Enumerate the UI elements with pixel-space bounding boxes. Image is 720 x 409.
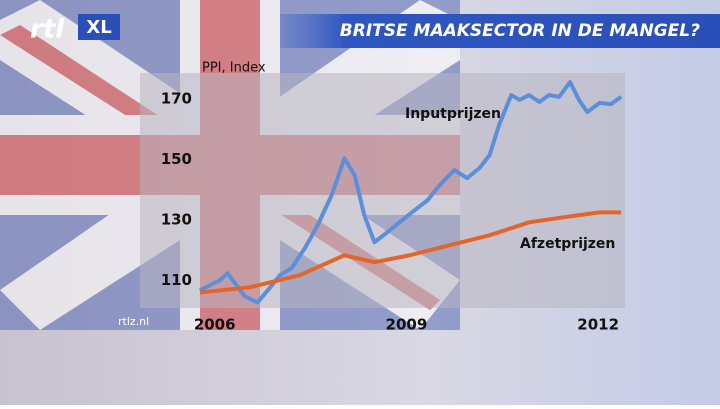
title-bar [280,14,720,48]
y-tick-label: 110 [161,271,192,289]
x-tick-label: 2012 [577,316,619,334]
logo-badge: XL [86,17,111,38]
y-tick-label: 170 [161,89,192,107]
series-line [199,80,623,305]
y-axis-label: PPI, Index [202,61,266,76]
x-tick-label: 2006 [194,316,236,334]
x-tick-label: 2009 [386,316,428,334]
series-label: Inputprijzen [405,106,501,122]
series-line [199,210,622,295]
logo: rtl [30,15,65,45]
logo-badge-bg [78,14,120,40]
y-tick-label: 150 [161,150,192,168]
source: rtlz.nl [118,315,149,328]
y-tick-label: 130 [161,210,192,228]
plot-panel [140,73,625,308]
series-label: Afzetprijzen [520,236,615,252]
chart-title: BRITSE MAAKSECTOR IN DE MANGEL? [340,21,700,41]
